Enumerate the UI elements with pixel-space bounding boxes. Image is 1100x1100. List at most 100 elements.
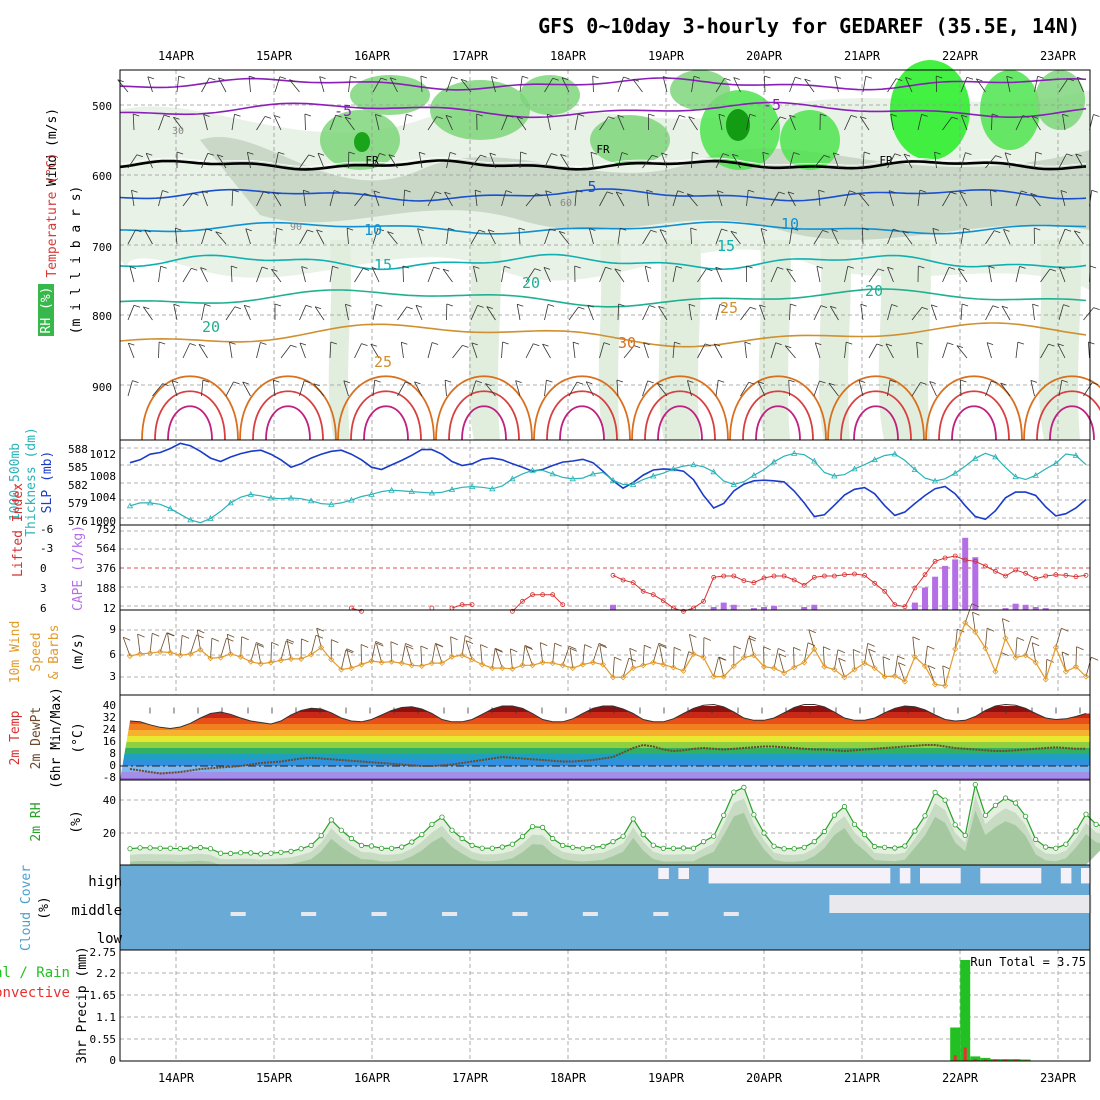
upper-wind-barb-flag <box>206 228 213 232</box>
slp-tick: 1000 <box>90 515 117 528</box>
rh-marker <box>489 845 495 851</box>
upper-wind-barb <box>427 116 438 131</box>
wind-barb-flag <box>390 641 399 646</box>
wind-barb <box>642 645 645 666</box>
upper-wind-barb-flag <box>833 152 840 156</box>
upper-wind-barb <box>888 190 894 207</box>
thickness-marker <box>428 489 436 496</box>
upper-wind-barb <box>1015 342 1019 359</box>
upper-wind-barb <box>427 342 433 359</box>
rh-marker <box>419 831 425 838</box>
wind-barb-flag <box>554 642 562 647</box>
upper-wind-barb-flag <box>442 268 450 272</box>
upper-wind-barb-flag <box>661 152 668 156</box>
upper-wind-barb <box>215 231 227 245</box>
li-marker <box>801 582 807 588</box>
upper-wind-barb-flag <box>274 303 282 307</box>
upper-wind-barb-flag <box>730 230 738 234</box>
thickness-marker <box>468 483 476 489</box>
diurnal-contour <box>644 390 716 441</box>
upper-wind-barb-flag <box>485 383 492 386</box>
upper-wind-barb-flag <box>462 345 469 348</box>
temp-tick: 32 <box>103 711 116 724</box>
rh-marker <box>429 821 435 827</box>
upper-wind-barb <box>302 190 306 207</box>
upper-wind-barb-flag <box>931 304 938 308</box>
upper-wind-barb-flag <box>520 151 527 155</box>
rh-blob <box>670 70 730 110</box>
wind-barb <box>1045 659 1048 680</box>
upper-wind-barb-flag <box>350 75 357 79</box>
li-marker <box>912 585 918 591</box>
diurnal-contour <box>167 405 213 441</box>
cloud-mid-gap <box>1040 895 1052 913</box>
upper-wind-barb-flag <box>1031 116 1039 119</box>
upper-wind-barb <box>201 304 205 321</box>
upper-wind-barb-flag <box>679 114 686 118</box>
upper-wind-barb-flag <box>489 152 496 156</box>
li-marker <box>731 573 737 579</box>
wind-speed-marker <box>781 669 788 677</box>
cloud-high-gap <box>879 868 891 884</box>
wind-speed-marker <box>318 644 325 651</box>
upper-wind-barb <box>272 380 276 397</box>
wind-barb <box>1015 637 1018 658</box>
upper-wind-barb <box>731 154 741 169</box>
thickness-marker <box>227 499 234 506</box>
cloud-mid-gap <box>301 912 317 916</box>
upper-wind-barb-flag <box>645 265 652 269</box>
upper-wind-barb-flag <box>303 189 310 193</box>
bottom-date-label: 15APR <box>256 1071 293 1085</box>
thickness-marker <box>448 486 456 492</box>
upper-wind-barb <box>1060 190 1066 207</box>
upper-wind-barb-flag <box>887 266 894 270</box>
upper-wind-barb <box>672 115 680 131</box>
precip-tick: 1.65 <box>90 989 117 1002</box>
upper-wind-barb-flag <box>850 115 858 118</box>
upper-wind-barb-flag <box>934 151 941 155</box>
upper-wind-barb-flag <box>1019 266 1026 269</box>
wind-barb <box>401 643 406 664</box>
upper-wind-barb-flag <box>888 190 896 193</box>
upper-wind-barb-flag <box>332 265 339 269</box>
rh-marker <box>630 816 636 822</box>
upper-wind-barb-flag <box>316 229 323 233</box>
wind-speed-marker <box>126 652 134 660</box>
upper-wind-barb-flag <box>947 342 954 346</box>
upper-wind-barb-flag <box>878 268 885 272</box>
upper-wind-barb <box>592 75 594 93</box>
upper-wind-barb-flag <box>406 306 413 310</box>
li-tick: 3 <box>40 582 47 595</box>
upper-wind-barb <box>131 190 135 207</box>
isotherm-label: -5 <box>334 102 352 120</box>
diurnal-contour <box>448 390 520 441</box>
upper-wind-barb <box>599 116 609 131</box>
wind-speed-marker <box>760 663 768 670</box>
cape-bar <box>1012 603 1019 610</box>
upper-wind-barb <box>273 115 282 131</box>
upper-wind-barb-flag <box>1064 228 1072 232</box>
wind-barb-flag <box>1061 627 1069 632</box>
wind-speed-marker <box>1062 668 1069 675</box>
upper-wind-barb-flag <box>218 77 225 81</box>
freezing-level-label: FR <box>365 154 379 167</box>
rh-marker <box>1012 800 1019 806</box>
top-date-label: 20APR <box>746 49 783 63</box>
cloud-high-gap <box>809 868 820 884</box>
cloud-high-gap <box>1020 868 1032 884</box>
upper-wind-barb <box>1006 76 1011 93</box>
upper-wind-barb <box>917 190 921 207</box>
upper-wind-barb-flag <box>608 116 615 120</box>
upper-wind-barb-flag <box>549 228 556 232</box>
cloud-mid-gap <box>723 912 739 916</box>
wind-speed-marker <box>559 662 566 669</box>
rh-marker <box>761 830 767 836</box>
upper-wind-barb-flag <box>362 268 370 271</box>
upper-wind-barb-flag <box>1021 190 1028 194</box>
cloud-high-gap <box>950 868 961 884</box>
wind-barb-flag <box>1046 659 1054 663</box>
upper-wind-barb-flag <box>417 228 424 231</box>
cloud-mid-gap <box>879 895 891 913</box>
upper-wind-barb <box>1076 77 1084 93</box>
wind-barb <box>1031 642 1037 663</box>
